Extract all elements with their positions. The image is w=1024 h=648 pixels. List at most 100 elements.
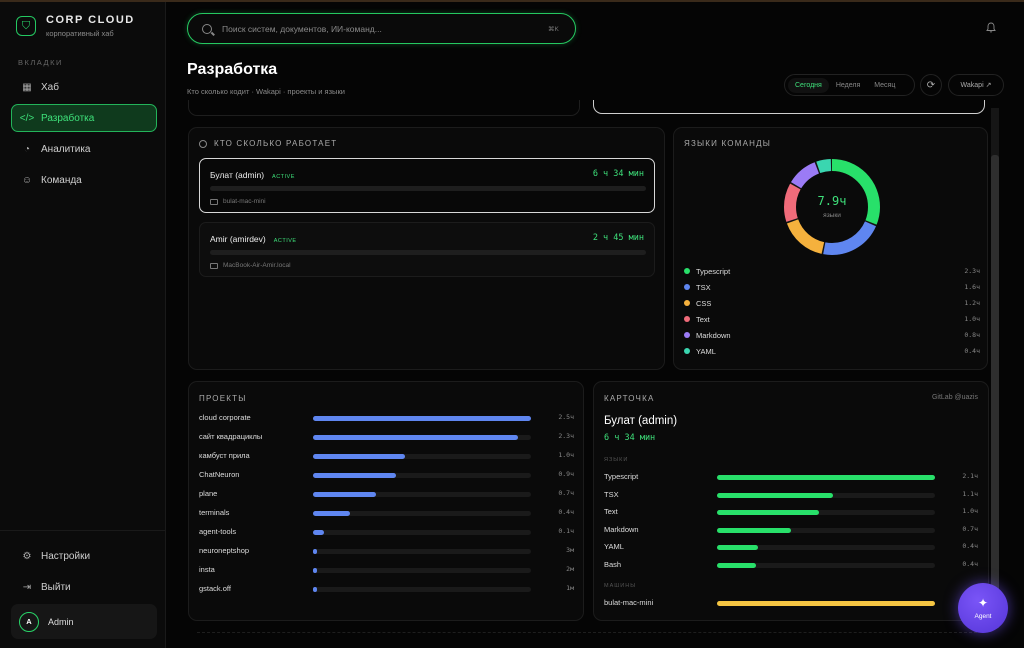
profile-language-value: 2.1ч [962, 472, 978, 480]
sidebar-item-hub[interactable]: ▦ Хаб [11, 73, 157, 101]
project-row[interactable]: ChatNeuron 0.9ч [199, 468, 574, 482]
grid-icon: ▦ [22, 81, 32, 93]
project-bar-track [313, 549, 531, 554]
period-month-button[interactable]: Месяц [874, 81, 896, 89]
sidebar-item-label: Разработка [41, 112, 95, 124]
clock-icon [199, 139, 207, 148]
card-title: КТО СКОЛЬКО РАБОТАЕТ [214, 139, 338, 148]
refresh-button[interactable]: ⟳ [920, 74, 942, 96]
project-row[interactable]: insta 2м [199, 563, 574, 577]
profile-language-name: YAML [604, 542, 624, 552]
profile-language-row: Typescript 2.1ч [604, 470, 978, 484]
worker-name: Булат (admin) [210, 170, 265, 180]
project-row[interactable]: neuroneptshop 3м [199, 544, 574, 558]
profile-language-name: Typescript [604, 472, 639, 481]
profile-time: 6 ч 34 мин [604, 433, 656, 443]
legend-dot [684, 332, 690, 338]
profile-language-bar-track [717, 475, 935, 480]
worker-machine: MacBook-Air-Amir.local [223, 262, 291, 269]
project-bar-track [313, 435, 531, 440]
profile-language-bar-track [717, 563, 935, 568]
profile-language-bar-fill [717, 475, 935, 480]
worker-row[interactable]: Булат (admin) ACTIVE 6 ч 34 мин bulat-mac… [199, 158, 655, 213]
project-row[interactable]: gstack.off 1м [199, 582, 574, 596]
project-row[interactable]: agent-tools 0.1ч [199, 525, 574, 539]
profile-language-name: TSX [604, 489, 619, 499]
agent-button[interactable]: ✦ Agent [958, 583, 1008, 633]
worker-row[interactable]: Amir (amirdev) ACTIVE 2 ч 45 мин MacBook-… [199, 222, 655, 277]
profile-language-bar-fill [717, 492, 833, 498]
project-bar-track [313, 511, 531, 516]
project-row[interactable]: cloud corporate 2.5ч [199, 411, 574, 425]
project-value: 1м [566, 584, 574, 592]
profile-language-bar-track [717, 545, 935, 551]
project-row[interactable]: plane 0.7ч [199, 487, 574, 501]
language-legend-item: CSS 1.2ч [684, 296, 980, 310]
users-icon: ☺ [21, 174, 33, 186]
language-name: TSX [696, 282, 711, 292]
profile-language-bar-fill [717, 510, 820, 516]
sidebar-item-team[interactable]: ☺ Команда [11, 166, 157, 194]
worker-time: 6 ч 34 мин [592, 169, 644, 179]
avatar: A [19, 611, 39, 632]
language-name: Markdown [696, 330, 731, 340]
project-value: 2.3ч [558, 432, 574, 440]
sidebar-item-settings[interactable]: ⚙ Настройки [11, 542, 157, 570]
period-switcher: Сегодня Неделя Месяц [784, 74, 915, 96]
machine-bar-track [717, 601, 935, 606]
project-name: agent-tools [199, 527, 237, 536]
profile-language-row: Text 1.0ч [604, 505, 978, 519]
language-value: 2.3ч [964, 267, 980, 275]
language-legend-item: YAML 0.4ч [684, 344, 980, 358]
legend-dot [684, 316, 690, 322]
project-bar-fill [313, 568, 318, 573]
page-subtitle: Кто сколько кодит · Wakapi · проекты и я… [187, 87, 345, 96]
search-bar[interactable]: ⌘K [187, 13, 576, 44]
project-row[interactable]: сайт квадрациклы 2.3ч [199, 430, 574, 444]
sidebar: ⛉ CORP CLOUD корпоративный хаб ВКЛАДКИ ▦… [0, 2, 166, 648]
gear-icon: ⚙ [22, 550, 32, 562]
profile-language-bar-fill [717, 563, 757, 568]
profile-languages-label: ЯЗЫКИ [604, 457, 629, 463]
project-bar-track [313, 587, 531, 592]
period-today-button[interactable]: Сегодня [788, 77, 829, 93]
sidebar-item-logout[interactable]: ⇥ Выйти [11, 573, 157, 601]
language-legend-item: TSX 1.6ч [684, 280, 980, 294]
user-profile-button[interactable]: A Admin [11, 604, 157, 639]
profile-machines-label: МАШИНЫ [604, 583, 637, 589]
card-title: ПРОЕКТЫ [199, 394, 247, 403]
project-row[interactable]: terminals 0.4ч [199, 506, 574, 520]
bell-icon[interactable] [986, 22, 996, 33]
monitor-icon [210, 262, 218, 269]
legend-dot [684, 268, 690, 274]
project-bar-fill [313, 587, 318, 592]
code-icon: </> [19, 112, 35, 124]
sidebar-section-label: ВКЛАДКИ [18, 58, 63, 67]
profile-language-bar-track [717, 510, 935, 516]
card-title: ЯЗЫКИ КОМАНДЫ [684, 139, 771, 148]
project-row[interactable]: камбуст прила 1.0ч [199, 449, 574, 463]
wakapi-button[interactable]: Wakapi ↗ [948, 74, 1004, 96]
language-name: Text [696, 314, 710, 324]
profile-language-value: 0.7ч [962, 524, 978, 533]
profile-language-value: 1.1ч [962, 489, 978, 498]
project-bar-fill [313, 454, 405, 459]
machine-bar-fill [717, 601, 935, 606]
profile-language-value: 1.0ч [962, 507, 978, 516]
sparkle-icon: ✦ [977, 596, 989, 610]
search-input[interactable] [222, 23, 542, 34]
project-value: 2м [566, 565, 574, 573]
project-bar-track [313, 454, 531, 459]
donut-segment [784, 159, 880, 255]
profile-language-value: 0.4ч [962, 560, 978, 568]
pie-chart-icon: ◔ [23, 143, 31, 155]
scrollbar-thumb[interactable] [991, 155, 999, 620]
sidebar-item-development[interactable]: </> Разработка [11, 104, 157, 132]
profile-language-value: 0.4ч [962, 542, 978, 551]
brand-title: CORP CLOUD [46, 14, 135, 26]
sidebar-item-analytics[interactable]: ◔ Аналитика [11, 135, 157, 163]
profile-language-bar-fill [717, 545, 759, 551]
project-bar-track [313, 473, 531, 478]
language-name: Typescript [696, 266, 731, 276]
period-week-button[interactable]: Неделя [835, 81, 861, 89]
